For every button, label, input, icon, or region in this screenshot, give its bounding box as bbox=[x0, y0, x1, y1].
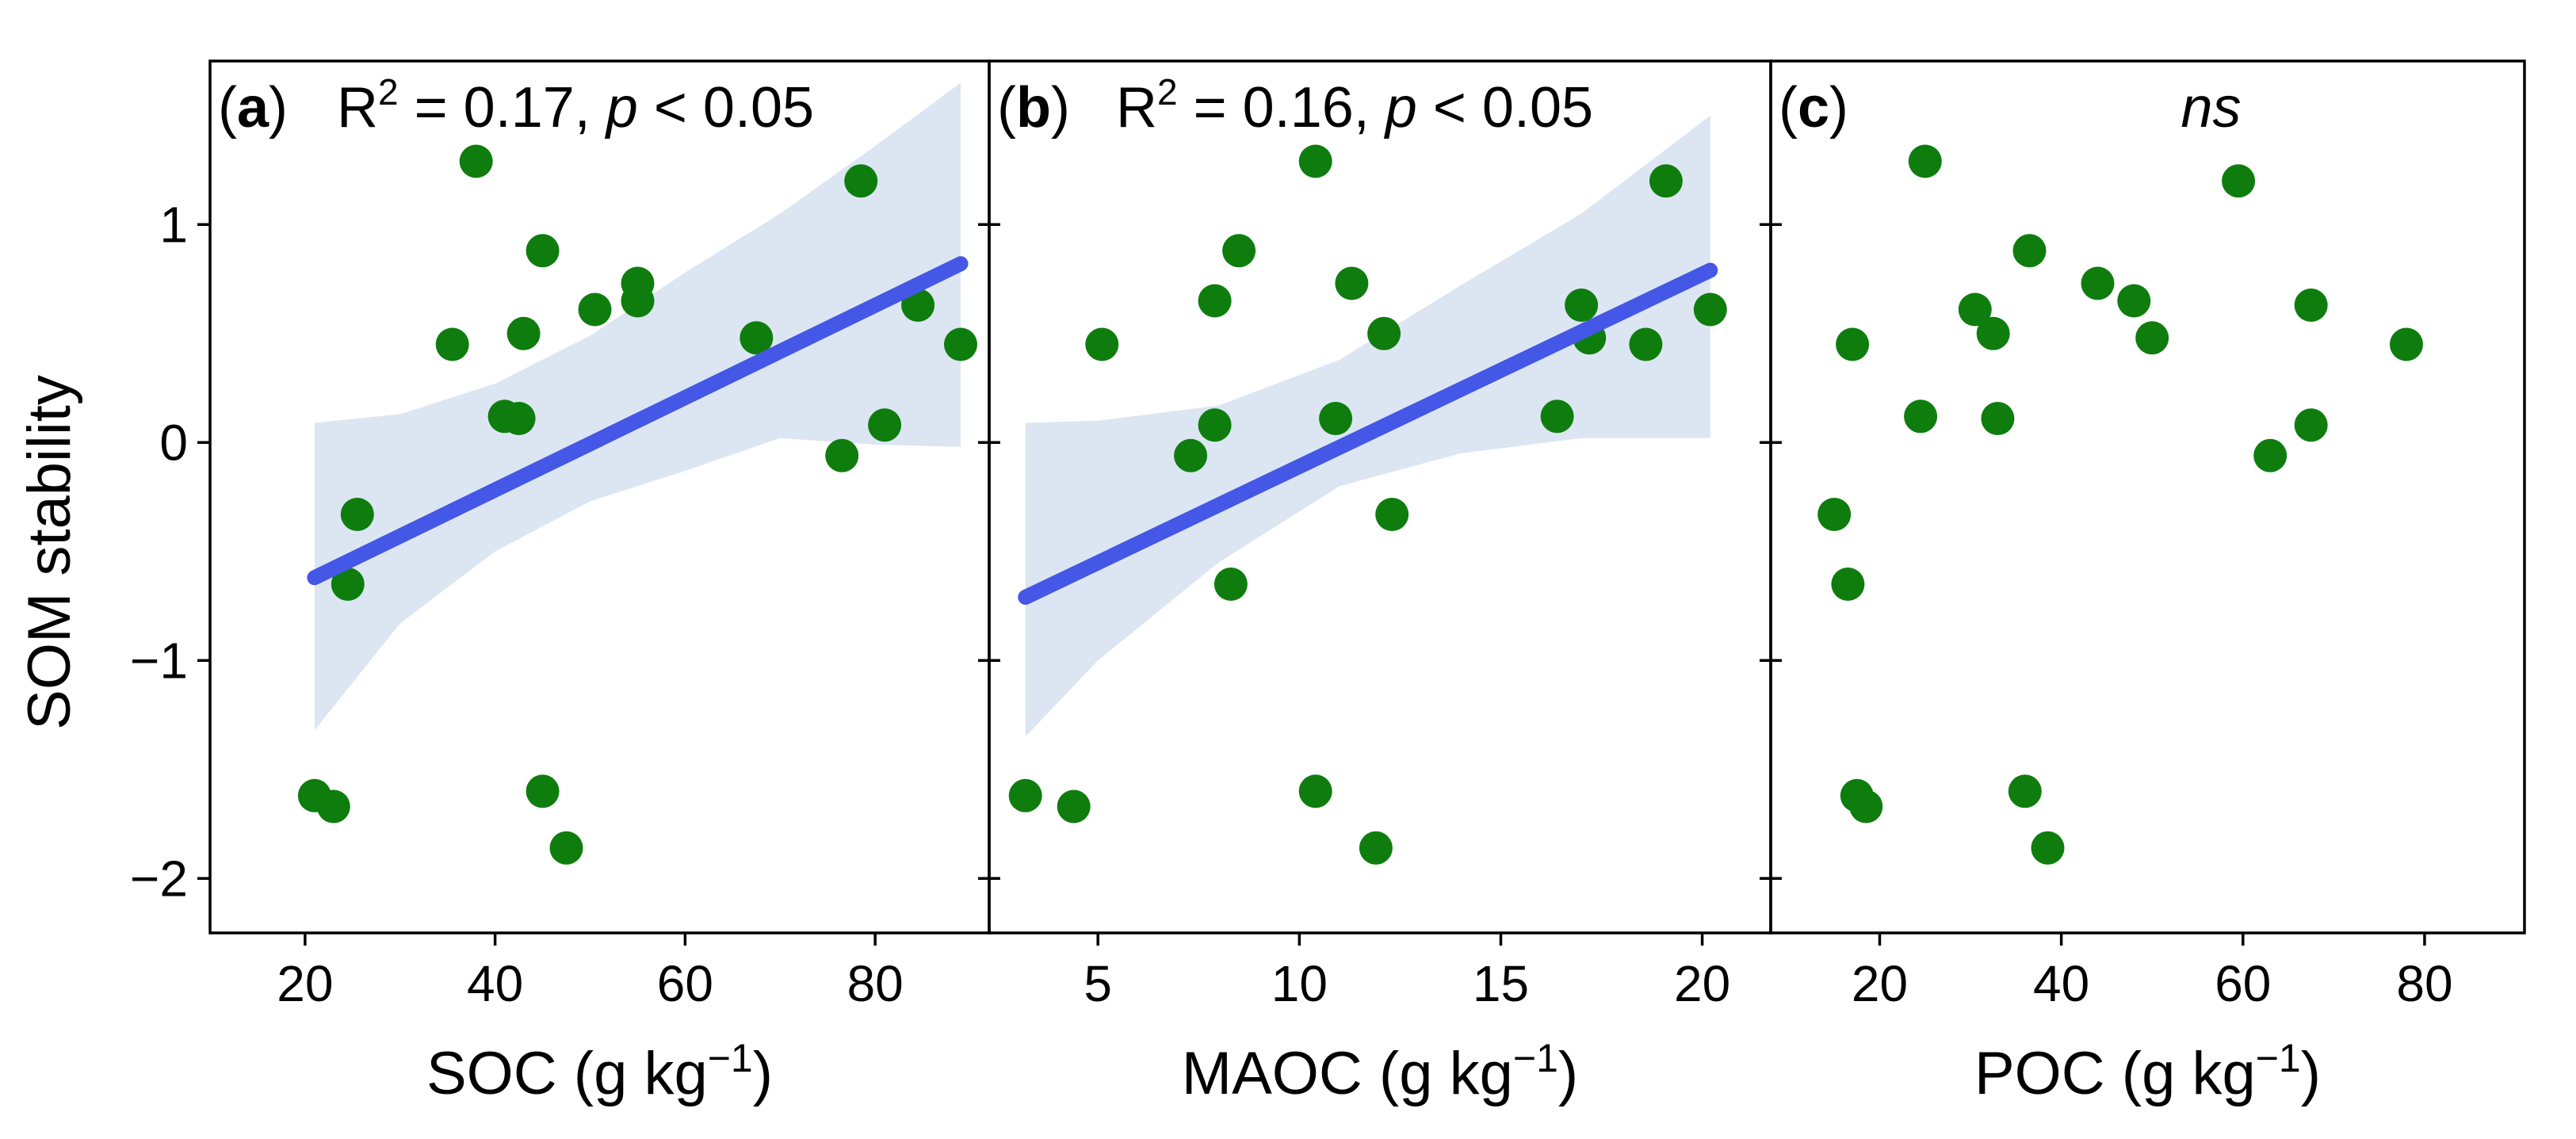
data-point-c-16 bbox=[1817, 498, 1852, 531]
data-point-a-15 bbox=[825, 438, 859, 472]
data-point-c-4 bbox=[2081, 266, 2115, 300]
data-point-a-10 bbox=[435, 327, 469, 361]
x-tick-label-c-60: 60 bbox=[2215, 955, 2271, 1012]
y-tick-label--2: −2 bbox=[130, 850, 188, 907]
data-point-c-8 bbox=[1976, 316, 2010, 350]
data-point-a-20 bbox=[526, 774, 560, 808]
data-point-c-1 bbox=[1908, 144, 1942, 178]
data-point-b-20 bbox=[1298, 774, 1332, 808]
y-axis-label: SOM stability bbox=[16, 375, 83, 730]
panel-label-a: (a) bbox=[218, 76, 288, 140]
x-tick-label-a-20: 20 bbox=[277, 955, 333, 1012]
data-point-b-6 bbox=[1565, 289, 1599, 322]
data-point-b-12 bbox=[1540, 399, 1574, 434]
data-point-b-8 bbox=[1367, 316, 1401, 350]
data-point-b-19 bbox=[1057, 789, 1091, 824]
data-point-c-19 bbox=[1849, 789, 1883, 824]
x-tick-label-b-20: 20 bbox=[1674, 955, 1730, 1012]
data-point-c-7 bbox=[1958, 292, 1992, 327]
panel-c: 20 40 60 80 POC (g kg−1) (c) ns bbox=[1769, 59, 2526, 1107]
y-tick-label-1: 1 bbox=[159, 196, 188, 253]
axes-frame-c bbox=[1769, 59, 2526, 935]
confidence-band-a bbox=[314, 82, 961, 731]
data-point-b-21 bbox=[1359, 831, 1393, 865]
data-point-a-7 bbox=[578, 292, 612, 327]
data-point-c-21 bbox=[2031, 831, 2065, 865]
data-point-b-11 bbox=[1629, 327, 1663, 361]
data-point-a-1 bbox=[459, 144, 493, 178]
x-axis-label-b: MAOC (g kg−1) bbox=[1182, 1036, 1578, 1107]
x-tick-label-b-5: 5 bbox=[1084, 955, 1112, 1012]
data-point-a-8 bbox=[506, 316, 541, 350]
data-point-c-20 bbox=[2008, 774, 2042, 808]
data-point-a-3 bbox=[526, 234, 560, 268]
data-point-b-1 bbox=[1298, 144, 1332, 178]
data-point-b-18 bbox=[1008, 778, 1042, 812]
data-point-a-17 bbox=[331, 568, 365, 601]
data-point-c-9 bbox=[2135, 321, 2169, 355]
x-axis-label-c: POC (g kg−1) bbox=[1974, 1036, 2321, 1107]
data-point-c-17 bbox=[1831, 568, 1865, 601]
data-point-c-5 bbox=[2117, 284, 2151, 318]
data-point-a-5 bbox=[621, 284, 655, 318]
data-point-b-3 bbox=[1222, 234, 1256, 268]
data-point-c-12 bbox=[1904, 399, 1938, 434]
panel-b: 5 10 15 20 MAOC (g kg−1) (b) R2 = 0.16, p < 0.… bbox=[988, 59, 1772, 1107]
x-tick-label-c-40: 40 bbox=[2033, 955, 2089, 1012]
data-point-c-3 bbox=[2012, 234, 2047, 268]
data-point-c-6 bbox=[2294, 289, 2328, 322]
data-point-b-5 bbox=[1198, 284, 1232, 318]
x-tick-label-a-60: 60 bbox=[657, 955, 713, 1012]
regression-line-a bbox=[307, 256, 969, 586]
data-point-b-4 bbox=[1335, 266, 1369, 300]
data-point-a-9 bbox=[740, 321, 774, 355]
data-point-b-14 bbox=[1198, 408, 1232, 442]
data-point-a-16 bbox=[340, 498, 374, 531]
data-point-c-14 bbox=[2294, 408, 2328, 442]
y-tick-label--1: −1 bbox=[130, 632, 188, 689]
data-point-a-13 bbox=[502, 402, 536, 435]
x-axis-label-a: SOC (g kg−1) bbox=[426, 1036, 773, 1107]
data-point-b-7 bbox=[1693, 292, 1727, 327]
significance-label-c: ns bbox=[2180, 76, 2241, 140]
y-tick-label-0: 0 bbox=[159, 414, 188, 471]
x-tick-label-a-80: 80 bbox=[847, 955, 904, 1012]
panel-label-c: (c) bbox=[1779, 76, 1848, 140]
x-tick-label-b-15: 15 bbox=[1473, 955, 1529, 1012]
x-tick-label-a-40: 40 bbox=[467, 955, 523, 1012]
data-point-b-16 bbox=[1375, 498, 1409, 531]
regression-line-b bbox=[1018, 262, 1718, 605]
data-point-c-2 bbox=[2222, 164, 2256, 198]
data-point-b-17 bbox=[1213, 568, 1248, 601]
data-point-b-10 bbox=[1085, 327, 1119, 361]
data-point-a-21 bbox=[549, 831, 583, 865]
data-point-c-13 bbox=[1981, 402, 2015, 435]
panel-label-b: (b) bbox=[997, 76, 1070, 140]
data-point-b-15 bbox=[1174, 438, 1208, 472]
x-tick-label-c-80: 80 bbox=[2396, 955, 2452, 1012]
r2-annotation-a: R2 = 0.17, p < 0.05 bbox=[337, 71, 814, 140]
x-tick-label-c-20: 20 bbox=[1852, 955, 1908, 1012]
data-point-c-15 bbox=[2253, 438, 2287, 472]
data-point-a-19 bbox=[316, 789, 350, 824]
data-point-a-2 bbox=[844, 164, 878, 198]
data-point-b-2 bbox=[1649, 164, 1683, 198]
r2-annotation-b: R2 = 0.16, p < 0.05 bbox=[1116, 71, 1593, 140]
data-point-a-11 bbox=[944, 327, 977, 361]
data-point-c-11 bbox=[2390, 327, 2423, 361]
panel-a: 20 40 60 80 1 0 −1 −2 SOC (g kg−1) (a) R2 = 0.17, … bbox=[130, 59, 991, 1107]
data-point-c-10 bbox=[1836, 327, 1870, 361]
data-point-a-14 bbox=[868, 408, 902, 442]
data-point-b-13 bbox=[1319, 402, 1353, 435]
x-tick-label-b-10: 10 bbox=[1271, 955, 1328, 1012]
